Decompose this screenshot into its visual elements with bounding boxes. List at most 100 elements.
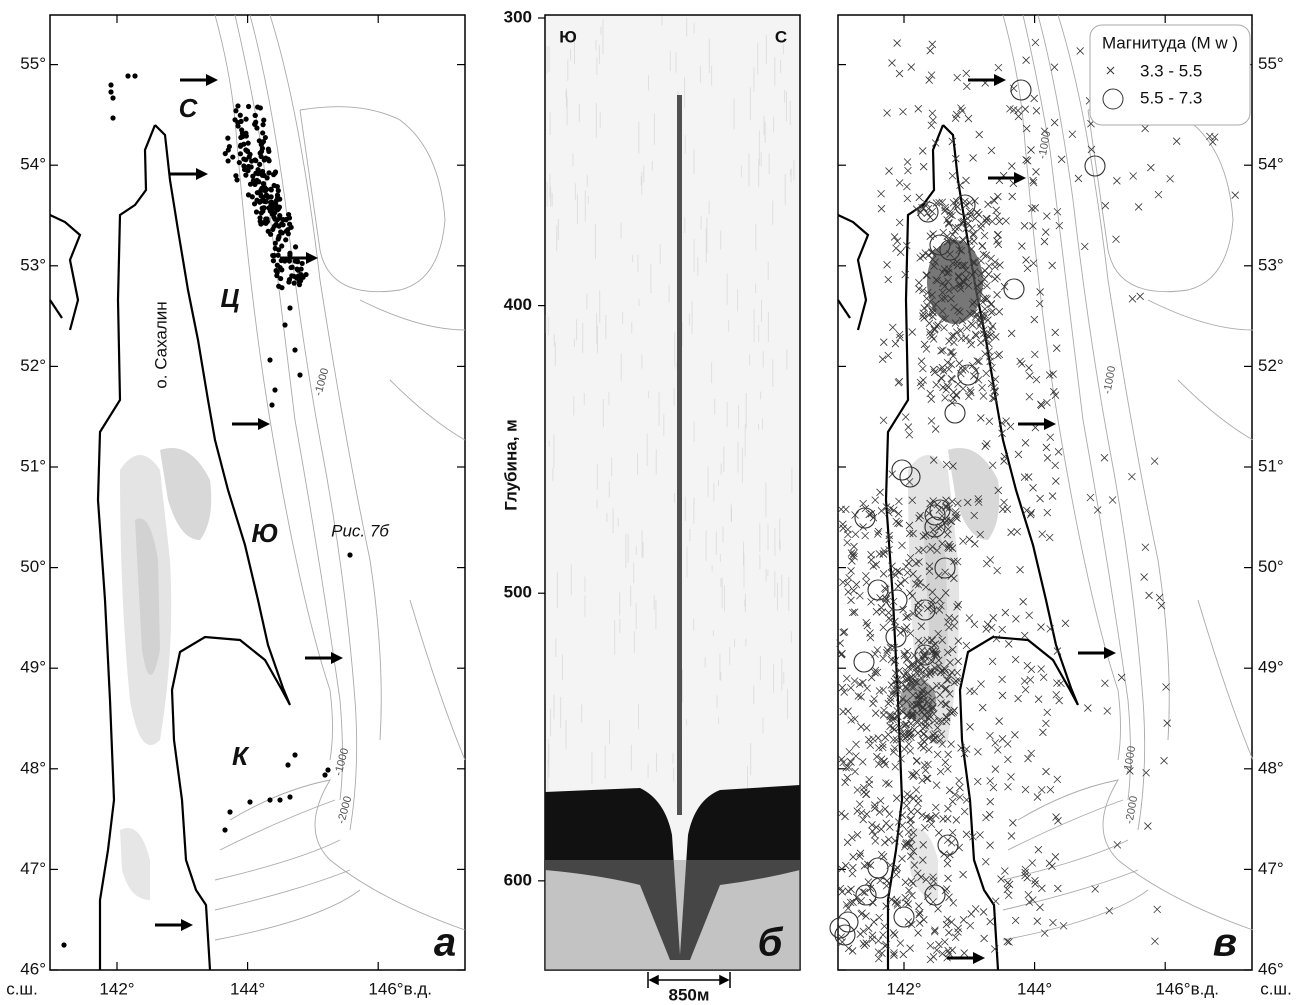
y-tick-label: 400: [504, 295, 532, 314]
noise: [547, 47, 548, 74]
noise: [565, 720, 566, 749]
noise: [709, 201, 710, 214]
epicenter-dot: [225, 136, 230, 141]
noise: [705, 657, 706, 667]
side-label: Ю: [559, 27, 577, 46]
noise: [637, 454, 638, 475]
noise: [545, 315, 546, 334]
epicenter-dot: [276, 235, 281, 240]
noise: [686, 547, 687, 578]
noise: [556, 225, 557, 251]
noise: [558, 219, 559, 240]
noise: [555, 638, 556, 657]
epicenter-dot: [322, 772, 327, 777]
epicenter-dot: [253, 113, 258, 118]
noise: [567, 59, 568, 80]
noise: [709, 39, 710, 73]
noise: [552, 468, 553, 481]
noise: [587, 175, 588, 187]
noise: [595, 40, 596, 51]
noise: [759, 523, 760, 551]
noise: [560, 697, 561, 728]
noise: [659, 392, 660, 426]
noise: [647, 434, 648, 466]
noise: [673, 753, 674, 764]
noise: [727, 274, 728, 306]
noise: [639, 299, 640, 306]
noise: [706, 218, 707, 253]
noise: [636, 603, 637, 629]
epicenter-dot: [257, 215, 262, 220]
epicenter-dot: [273, 246, 278, 251]
noise: [674, 332, 675, 367]
epicenter-dot: [227, 144, 232, 149]
noise: [785, 174, 786, 205]
noise: [622, 312, 623, 324]
noise: [591, 751, 592, 784]
epicenter-dot: [274, 273, 279, 278]
epicenter-dot: [61, 942, 66, 947]
noise: [599, 291, 600, 323]
epicenter-dot: [268, 187, 273, 192]
noise: [605, 745, 606, 779]
noise: [656, 450, 657, 475]
epicenter-dot: [110, 95, 115, 100]
noise: [767, 524, 768, 550]
noise: [619, 619, 620, 633]
noise: [675, 52, 676, 72]
epicenter-dot: [227, 809, 232, 814]
noise: [550, 112, 551, 135]
epicenter-dot: [281, 222, 286, 227]
noise: [669, 285, 670, 303]
noise: [554, 695, 555, 720]
noise: [745, 639, 746, 647]
lon-label: 146°в.д.: [368, 979, 432, 998]
noise: [784, 90, 785, 103]
lat-label: 50°: [20, 557, 46, 576]
noise: [553, 434, 554, 468]
noise: [684, 77, 685, 108]
noise: [628, 534, 629, 563]
figure-ref: Рис. 7б: [331, 521, 390, 540]
epicenter-dot: [277, 265, 282, 270]
noise: [758, 424, 759, 430]
lon-label: 142°: [99, 979, 134, 998]
noise: [731, 503, 732, 520]
noise: [572, 153, 573, 166]
noise: [753, 685, 754, 704]
noise: [763, 351, 764, 367]
noise: [555, 342, 556, 366]
epicenter-dot: [266, 170, 271, 175]
side-label: С: [775, 27, 787, 46]
epicenter-dot: [273, 241, 278, 246]
noise: [720, 231, 721, 250]
epicenter-dot: [292, 347, 297, 352]
epicenter-dot: [259, 154, 264, 159]
noise: [648, 764, 649, 778]
epicenter-dot: [297, 372, 302, 377]
noise: [585, 191, 586, 222]
noise: [689, 529, 690, 541]
legend-entry: 3.3 - 5.5: [1140, 61, 1202, 80]
epicenter-dot: [291, 274, 296, 279]
noise: [588, 196, 589, 203]
noise: [638, 704, 639, 729]
noise: [550, 709, 551, 737]
noise: [609, 720, 610, 744]
noise: [608, 392, 609, 404]
epicenter-dot: [247, 152, 252, 157]
noise: [745, 424, 746, 457]
noise: [759, 555, 760, 569]
noise: [599, 45, 600, 64]
water-column: [677, 95, 682, 815]
noise: [719, 654, 720, 680]
noise: [621, 223, 622, 239]
map-frame-a: [50, 15, 465, 970]
lat-unit: с.ш.: [1260, 979, 1292, 998]
noise: [641, 172, 642, 195]
epicenter-dot: [266, 229, 271, 234]
epicenter-dot: [257, 162, 262, 167]
lat-label: 49°: [20, 658, 46, 677]
noise: [654, 114, 655, 145]
epicenter-dot: [222, 827, 227, 832]
